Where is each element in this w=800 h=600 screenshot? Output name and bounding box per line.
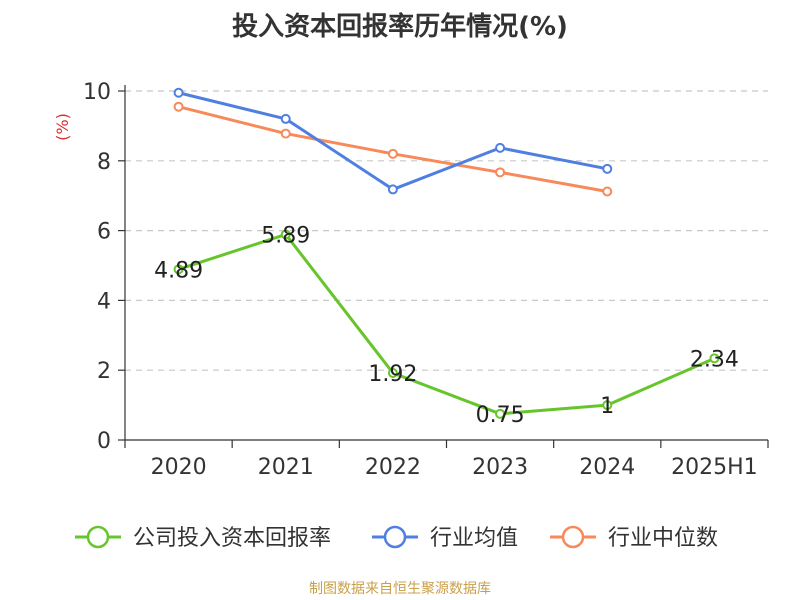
data-label-2023: 0.75 <box>476 403 525 428</box>
data-point-2-2023 <box>495 167 506 178</box>
data-point-0-2025H1 <box>709 353 720 364</box>
x-tick-label-2021: 2021 <box>258 455 314 480</box>
legend-marker-2 <box>561 525 585 549</box>
data-label-2021: 5.89 <box>261 223 310 248</box>
data-point-1-2023 <box>495 142 506 153</box>
y-tick-label-10: 10 <box>83 80 111 105</box>
data-point-0-2024 <box>602 400 613 411</box>
data-point-0-2022 <box>387 367 398 378</box>
legend-item-1[interactable]: 行业均值 <box>372 525 518 551</box>
y-tick-label-4: 4 <box>97 289 111 314</box>
series-line-0 <box>178 232 716 416</box>
data-point-2-2020 <box>173 101 184 112</box>
legend-item-2[interactable]: 行业中位数 <box>550 525 718 551</box>
source-note: 制图数据来自恒生聚源数据库 <box>309 581 491 597</box>
data-label-2024: 1 <box>600 394 614 419</box>
legend-label-1: 行业均值 <box>430 526 518 551</box>
series-lines <box>173 87 720 419</box>
data-point-0-2021 <box>280 229 291 240</box>
data-point-1-2021 <box>280 113 291 124</box>
data-point-2-2022 <box>387 148 398 159</box>
data-point-1-2024 <box>602 163 613 174</box>
data-point-2-2024 <box>602 186 613 197</box>
data-point-1-2020 <box>173 87 184 98</box>
x-tick-label-2020: 2020 <box>151 455 207 480</box>
y-tick-label-2: 2 <box>97 359 111 384</box>
x-tick-label-2023: 2023 <box>472 455 528 480</box>
y-tick-label-0: 0 <box>97 429 111 454</box>
legend-label-0: 公司投入资本回报率 <box>133 526 331 551</box>
series-line-1 <box>178 91 608 191</box>
y-axis-unit-label: (%) <box>53 113 72 141</box>
chart-title: 投入资本回报率历年情况(%) <box>232 12 568 42</box>
data-point-1-2022 <box>387 184 398 195</box>
grid-lines <box>125 90 768 371</box>
legend[interactable]: 公司投入资本回报率 行业均值 行业中位数 <box>75 525 718 551</box>
data-label-2022: 1.92 <box>368 362 417 387</box>
x-tick-label-2022: 2022 <box>365 455 421 480</box>
data-label-2025H1: 2.34 <box>690 347 739 372</box>
legend-item-0[interactable]: 公司投入资本回报率 <box>75 525 331 551</box>
axes: 0 2 4 6 8 10 2020 2021 2022 2023 2024 2025H1 <box>83 80 769 480</box>
x-tick-label-2025H1: 2025H1 <box>671 455 758 480</box>
legend-marker-1 <box>383 525 407 549</box>
data-point-0-2020 <box>173 264 184 275</box>
data-labels: 4.89 5.89 1.92 0.75 1 2.34 <box>154 223 739 427</box>
data-point-0-2023 <box>495 408 506 419</box>
legend-marker-0 <box>86 525 110 549</box>
legend-label-2: 行业中位数 <box>608 526 718 551</box>
y-tick-label-6: 6 <box>97 220 111 245</box>
data-point-2-2021 <box>280 128 291 139</box>
data-label-2020: 4.89 <box>154 258 203 283</box>
x-tick-label-2024: 2024 <box>579 455 635 480</box>
y-tick-label-8: 8 <box>97 150 111 175</box>
